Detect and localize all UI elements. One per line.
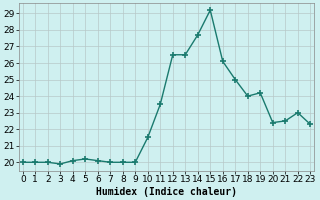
X-axis label: Humidex (Indice chaleur): Humidex (Indice chaleur)	[96, 186, 237, 197]
